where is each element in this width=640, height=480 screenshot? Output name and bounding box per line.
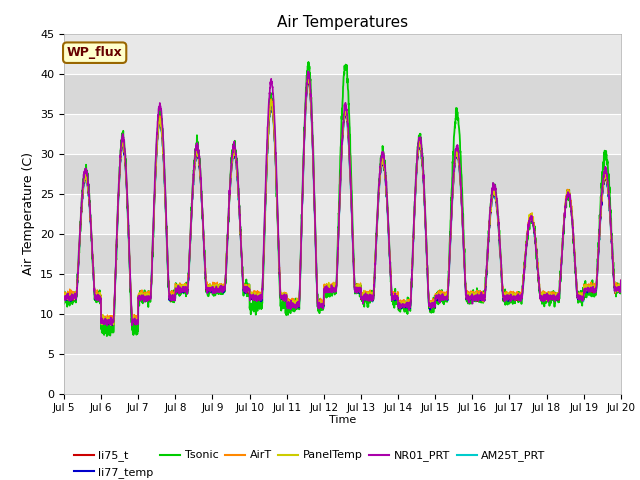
AirT bbox=[298, 215, 306, 220]
li75_t bbox=[274, 222, 282, 228]
PanelTemp bbox=[298, 216, 306, 222]
AM25T_PRT bbox=[124, 210, 132, 216]
AirT bbox=[606, 213, 614, 218]
li77_temp bbox=[109, 322, 116, 328]
li75_t bbox=[547, 293, 554, 299]
Tsonic bbox=[274, 217, 282, 223]
li77_temp bbox=[617, 279, 625, 285]
Line: NR01_PRT: NR01_PRT bbox=[64, 72, 621, 325]
NR01_PRT bbox=[304, 69, 312, 74]
AM25T_PRT bbox=[157, 121, 164, 127]
NR01_PRT bbox=[124, 204, 132, 210]
PanelTemp bbox=[304, 77, 312, 83]
AM25T_PRT bbox=[606, 217, 614, 223]
li75_t bbox=[304, 79, 312, 84]
AirT bbox=[124, 202, 131, 208]
li75_t bbox=[157, 120, 164, 126]
NR01_PRT bbox=[298, 212, 306, 218]
li77_temp bbox=[304, 78, 312, 84]
Title: Air Temperatures: Air Temperatures bbox=[277, 15, 408, 30]
Text: WP_flux: WP_flux bbox=[67, 46, 122, 59]
AM25T_PRT bbox=[109, 323, 116, 328]
AM25T_PRT bbox=[547, 292, 554, 298]
li75_t bbox=[60, 294, 68, 300]
li75_t bbox=[109, 323, 116, 328]
Bar bbox=[64, 73, 621, 114]
Line: li77_temp: li77_temp bbox=[64, 81, 621, 325]
Bar bbox=[64, 34, 621, 73]
AirT bbox=[617, 277, 625, 283]
Tsonic bbox=[606, 202, 614, 207]
Tsonic bbox=[617, 282, 625, 288]
Bar bbox=[64, 313, 621, 354]
X-axis label: Time: Time bbox=[329, 415, 356, 425]
Tsonic bbox=[103, 333, 111, 339]
Legend: li75_t, li77_temp, Tsonic, AirT, PanelTemp, NR01_PRT, AM25T_PRT: li75_t, li77_temp, Tsonic, AirT, PanelTe… bbox=[70, 446, 550, 480]
Line: AirT: AirT bbox=[64, 78, 621, 322]
AM25T_PRT bbox=[298, 218, 306, 224]
PanelTemp bbox=[617, 278, 625, 284]
Line: AM25T_PRT: AM25T_PRT bbox=[64, 80, 621, 325]
PanelTemp bbox=[606, 213, 614, 218]
li77_temp bbox=[606, 216, 614, 222]
AirT bbox=[304, 75, 312, 81]
Bar bbox=[64, 193, 621, 234]
Tsonic bbox=[547, 295, 554, 301]
Bar bbox=[64, 154, 621, 193]
Tsonic bbox=[60, 301, 68, 307]
Bar bbox=[64, 274, 621, 313]
Bar bbox=[64, 354, 621, 394]
AM25T_PRT bbox=[304, 77, 312, 83]
li77_temp bbox=[547, 293, 554, 299]
li75_t bbox=[298, 218, 306, 224]
Line: li75_t: li75_t bbox=[64, 82, 621, 325]
li75_t bbox=[124, 210, 132, 216]
NR01_PRT bbox=[274, 208, 282, 214]
AirT bbox=[157, 119, 164, 124]
PanelTemp bbox=[274, 223, 282, 228]
Tsonic bbox=[157, 121, 164, 127]
AM25T_PRT bbox=[617, 280, 625, 286]
PanelTemp bbox=[124, 211, 132, 216]
NR01_PRT bbox=[617, 277, 625, 283]
AirT bbox=[274, 218, 282, 224]
AirT bbox=[547, 289, 554, 295]
NR01_PRT bbox=[606, 212, 614, 217]
Bar bbox=[64, 234, 621, 274]
Tsonic bbox=[124, 203, 132, 209]
PanelTemp bbox=[109, 322, 117, 328]
Bar bbox=[64, 114, 621, 154]
NR01_PRT bbox=[60, 297, 68, 302]
li75_t bbox=[606, 215, 614, 220]
li77_temp bbox=[60, 294, 68, 300]
AM25T_PRT bbox=[274, 219, 282, 225]
Tsonic bbox=[298, 216, 306, 222]
PanelTemp bbox=[157, 118, 164, 124]
NR01_PRT bbox=[547, 292, 554, 298]
li77_temp bbox=[157, 120, 164, 126]
Line: PanelTemp: PanelTemp bbox=[64, 80, 621, 325]
li77_temp bbox=[298, 217, 306, 223]
Y-axis label: Air Temperature (C): Air Temperature (C) bbox=[22, 152, 35, 275]
NR01_PRT bbox=[104, 323, 111, 328]
AM25T_PRT bbox=[60, 295, 68, 301]
AirT bbox=[134, 319, 141, 325]
NR01_PRT bbox=[157, 105, 164, 111]
li77_temp bbox=[124, 210, 132, 216]
li75_t bbox=[617, 279, 625, 285]
PanelTemp bbox=[547, 292, 554, 298]
AirT bbox=[60, 289, 68, 295]
Line: Tsonic: Tsonic bbox=[64, 62, 621, 336]
Tsonic bbox=[305, 59, 312, 65]
li77_temp bbox=[274, 222, 282, 228]
PanelTemp bbox=[60, 294, 68, 300]
